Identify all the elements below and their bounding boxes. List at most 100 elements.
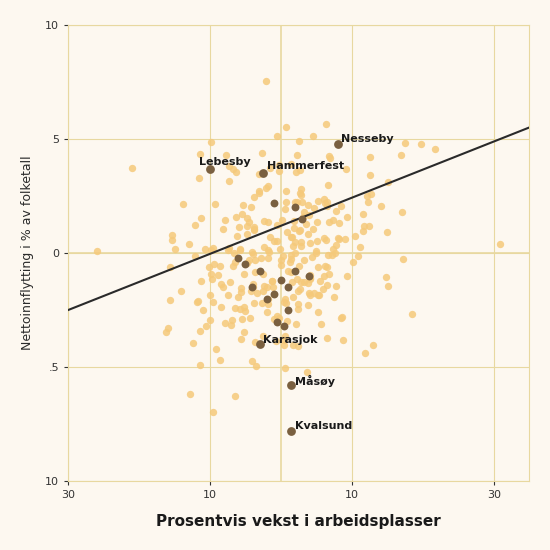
Point (329, 292, 338, 301)
Point (263, 253, 272, 262)
Point (282, 197, 290, 206)
Point (364, 198, 372, 207)
Point (236, 244, 245, 253)
Point (284, 267, 293, 276)
Point (206, 246, 215, 255)
Point (190, 221, 199, 229)
Point (314, 307, 322, 316)
Point (229, 262, 238, 271)
Point (293, 274, 302, 283)
Point (328, 244, 337, 253)
Point (279, 252, 288, 261)
Point (303, 279, 312, 288)
Point (196, 360, 205, 369)
Point (326, 154, 334, 163)
Point (290, 198, 299, 207)
Point (238, 210, 247, 218)
Point (230, 392, 239, 401)
Point (277, 261, 286, 270)
Point (366, 153, 375, 162)
Point (312, 236, 321, 245)
Point (232, 167, 241, 176)
Point (262, 283, 271, 292)
Point (162, 327, 170, 336)
Point (196, 150, 205, 159)
Point (263, 245, 272, 254)
Point (243, 230, 252, 239)
Point (321, 261, 329, 270)
Point (255, 267, 264, 276)
Point (295, 137, 304, 146)
Point (328, 216, 337, 224)
Point (356, 243, 365, 251)
Point (408, 310, 416, 319)
Point (220, 318, 229, 327)
Point (262, 184, 271, 192)
Point (280, 364, 289, 373)
Point (235, 246, 244, 255)
Point (309, 225, 318, 234)
Point (331, 249, 339, 257)
Point (321, 199, 329, 208)
Point (218, 282, 227, 291)
Point (223, 290, 232, 299)
Point (210, 259, 219, 268)
Point (195, 327, 204, 336)
Point (312, 247, 321, 256)
Point (264, 300, 273, 309)
Point (314, 291, 322, 300)
Point (320, 195, 328, 204)
Point (382, 228, 391, 236)
Point (236, 334, 245, 343)
Point (282, 299, 291, 307)
Point (289, 223, 298, 232)
Point (337, 314, 345, 322)
Point (343, 213, 351, 222)
Point (201, 322, 210, 331)
Point (290, 217, 299, 226)
Point (225, 244, 234, 252)
Point (304, 230, 312, 239)
Point (297, 242, 306, 251)
Point (257, 299, 266, 308)
Point (266, 233, 274, 241)
Point (270, 199, 278, 207)
Point (245, 256, 254, 265)
Point (239, 270, 248, 278)
Point (323, 334, 332, 343)
Point (288, 293, 297, 301)
Point (303, 201, 312, 210)
Point (236, 284, 245, 293)
Point (273, 317, 282, 326)
Point (230, 249, 239, 257)
Point (252, 289, 261, 298)
Point (216, 302, 225, 311)
Point (248, 283, 257, 292)
Point (288, 278, 296, 287)
Point (226, 277, 235, 286)
Point (287, 254, 295, 263)
Point (250, 268, 259, 277)
Point (317, 320, 326, 328)
Point (245, 314, 254, 323)
Point (185, 390, 194, 399)
Point (294, 300, 302, 309)
Point (263, 182, 272, 190)
Point (363, 191, 372, 200)
Point (294, 287, 302, 296)
Point (177, 287, 185, 295)
Point (201, 245, 210, 254)
Point (323, 181, 332, 190)
Point (185, 240, 194, 249)
Point (280, 336, 289, 344)
Point (194, 297, 202, 306)
Point (250, 299, 258, 308)
Point (235, 223, 244, 232)
Point (257, 254, 266, 262)
Point (248, 248, 257, 256)
Point (495, 240, 504, 249)
Point (307, 252, 316, 261)
Point (270, 315, 279, 323)
Point (306, 290, 315, 299)
Point (208, 407, 217, 416)
